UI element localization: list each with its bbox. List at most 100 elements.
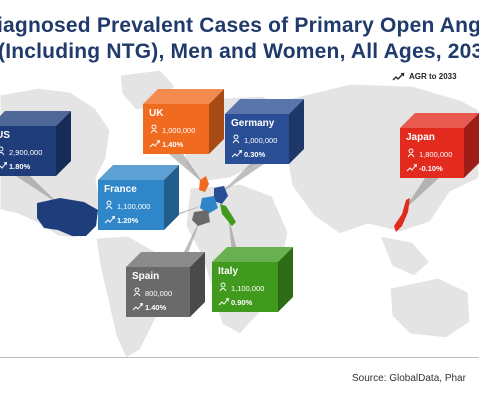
country-shape-uk xyxy=(199,176,209,192)
trend-arrow-head xyxy=(225,298,229,302)
callout-japan: Japan 1,800,000 -0.10% xyxy=(400,113,479,178)
person-icon-body xyxy=(0,152,5,156)
trend-arrow-icon xyxy=(0,162,7,169)
person-icon-head xyxy=(233,134,239,140)
legend-label: AGR to 2033 xyxy=(409,72,457,81)
agr-value-spain: 1.40% xyxy=(145,303,167,312)
person-icon xyxy=(150,124,158,134)
country-label-germany: Germany xyxy=(231,118,275,129)
cases-value-us: 2,900,000 xyxy=(9,148,42,157)
connector-us xyxy=(16,176,60,205)
connector-uk xyxy=(169,154,204,184)
trend-arrow-icon xyxy=(406,164,417,172)
country-label-japan: Japan xyxy=(406,132,435,143)
box-side-japan xyxy=(464,113,479,178)
box-side-france xyxy=(164,165,179,230)
box-side-germany xyxy=(289,99,304,164)
box-side-uk xyxy=(209,89,224,154)
agr-value-germany: 0.30% xyxy=(244,150,266,159)
trend-arrow-head xyxy=(413,164,417,168)
callout-spain: Spain 800,000 1.40% xyxy=(126,252,205,317)
footer-divider xyxy=(0,357,479,358)
agr-value-japan: -0.10% xyxy=(419,164,443,173)
cases-value-france: 1,100,000 xyxy=(117,202,150,211)
person-icon xyxy=(407,148,415,158)
person-icon xyxy=(105,200,113,210)
country-label-us: US xyxy=(0,130,10,141)
country-highlights xyxy=(37,176,410,236)
person-icon-head xyxy=(151,124,157,130)
person-icon-body xyxy=(150,130,158,134)
callout-france: France 1,100,000 1.20% xyxy=(98,165,179,230)
callout-us: US 2,900,000 1.80% xyxy=(0,111,71,176)
country-shape-japan xyxy=(394,198,410,232)
person-icon-body xyxy=(407,154,415,158)
trend-arrow-line xyxy=(231,150,242,158)
country-shape-italy xyxy=(220,204,236,226)
country-label-france: France xyxy=(104,184,137,195)
box-front-us xyxy=(0,126,56,176)
trend-arrow-line xyxy=(132,303,143,311)
box-side-italy xyxy=(278,247,293,312)
agr-value-uk: 1.40% xyxy=(162,140,184,149)
person-icon-head xyxy=(134,287,140,293)
trend-arrow-line xyxy=(406,164,417,172)
country-shape-spain xyxy=(192,210,210,226)
trend-arrow-line xyxy=(104,216,115,224)
person-icon-body xyxy=(105,206,113,210)
country-shape-us xyxy=(37,198,98,236)
agr-value-us: 1.80% xyxy=(9,162,31,171)
callout-germany: Germany 1,000,000 0.30% xyxy=(225,99,304,164)
person-icon-head xyxy=(220,282,226,288)
country-shape-germany xyxy=(214,186,228,204)
country-shape-france xyxy=(200,196,218,214)
trend-arrow-icon xyxy=(392,73,405,81)
box-side-spain xyxy=(190,252,205,317)
agr-value-italy: 0.90% xyxy=(231,298,253,307)
continent-southeast-asia xyxy=(379,235,431,277)
trend-arrow-line xyxy=(149,140,160,148)
cases-value-japan: 1,800,000 xyxy=(419,150,452,159)
person-icon-body xyxy=(133,293,141,297)
trend-arrow-icon xyxy=(104,216,115,224)
callout-italy: Italy 1,100,000 0.90% xyxy=(212,247,293,312)
box-top-us xyxy=(0,111,71,126)
trend-arrow-head xyxy=(139,303,143,307)
country-label-uk: UK xyxy=(149,108,164,119)
country-label-spain: Spain xyxy=(132,271,159,282)
trend-arrow-head xyxy=(156,140,160,144)
person-icon xyxy=(219,282,227,292)
source-note: Source: GlobalData, Phar xyxy=(352,373,466,384)
trend-arrow-icon xyxy=(149,140,160,148)
person-icon-body xyxy=(232,140,240,144)
trend-arrow-line xyxy=(0,162,7,169)
trend-arrow-head xyxy=(3,162,7,166)
country-callouts: US 2,900,000 1.80% UK 1,000,000 1.40% Germany 1… xyxy=(0,89,479,317)
box-top-japan xyxy=(400,113,479,128)
box-top-germany xyxy=(225,99,304,114)
cases-value-uk: 1,000,000 xyxy=(162,126,195,135)
callout-uk: UK 1,000,000 1.40% xyxy=(143,89,224,154)
box-side-us xyxy=(56,111,71,176)
box-top-italy xyxy=(212,247,293,262)
trend-arrow-head xyxy=(238,150,242,154)
chart-title-line-2: (Including NTG), Men and Women, All Ages… xyxy=(0,40,479,63)
trend-arrow-line xyxy=(218,298,229,306)
box-top-spain xyxy=(126,252,205,267)
connector-germany xyxy=(221,164,264,193)
box-top-france xyxy=(98,165,179,180)
person-icon-head xyxy=(0,146,4,152)
person-icon-body xyxy=(219,288,227,292)
person-icon-head xyxy=(408,148,414,154)
person-icon-head xyxy=(106,200,112,206)
connector-japan xyxy=(404,178,439,210)
person-icon xyxy=(0,146,5,156)
person-icon xyxy=(133,287,141,297)
cases-value-germany: 1,000,000 xyxy=(244,136,277,145)
legend: AGR to 2033 xyxy=(392,72,457,81)
trend-arrow-head xyxy=(111,216,115,220)
trend-arrow-icon xyxy=(218,298,229,306)
agr-value-france: 1.20% xyxy=(117,216,139,225)
